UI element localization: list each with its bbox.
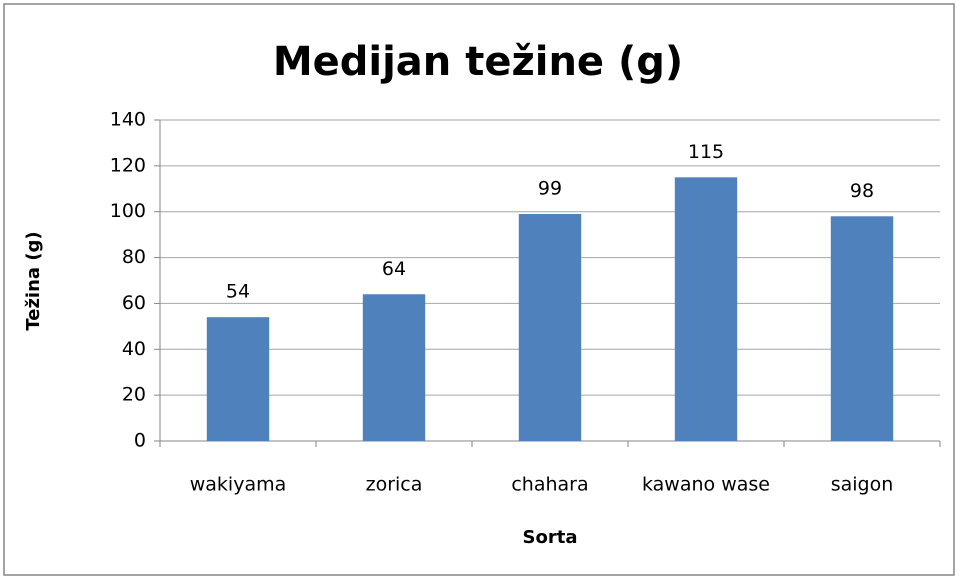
y-axis-label: Težina (g) — [23, 231, 44, 330]
data-label: 64 — [382, 258, 406, 280]
data-label: 54 — [226, 281, 250, 303]
x-tick-label: chahara — [511, 474, 588, 496]
y-tick-label: 40 — [122, 338, 146, 360]
data-label: 99 — [538, 178, 562, 200]
x-tick-label: saigon — [831, 474, 894, 496]
y-tick-label: 60 — [122, 292, 146, 314]
y-tick-label: 120 — [110, 154, 146, 176]
bar — [362, 294, 426, 441]
y-tick-label: 80 — [122, 246, 146, 268]
data-label: 98 — [850, 180, 874, 202]
bar — [674, 177, 738, 442]
bar — [206, 317, 270, 441]
bar — [518, 214, 582, 441]
y-tick-label: 100 — [110, 200, 146, 222]
y-tick-label: 140 — [110, 109, 146, 131]
data-label: 115 — [688, 141, 724, 163]
x-tick-label: kawano wase — [642, 474, 770, 496]
x-axis-label: Sorta — [523, 527, 578, 548]
chart-title: Medijan težine (g) — [273, 39, 683, 85]
x-tick-label: wakiyama — [190, 474, 287, 496]
y-tick-label: 0 — [134, 430, 146, 452]
x-tick-label: zorica — [366, 474, 423, 496]
chart-border — [3, 3, 955, 576]
bar — [830, 216, 894, 441]
y-tick-label: 20 — [122, 384, 146, 406]
